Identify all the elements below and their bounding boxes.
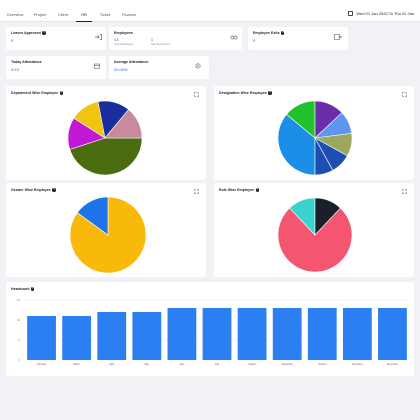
new-employees-value: 0 xyxy=(151,37,154,42)
stat-value: 0/13 xyxy=(11,67,19,72)
designation-pie-chart xyxy=(277,100,353,176)
headcount-bar-chart: 0 5 10 15 February March April May June July Augus… xyxy=(17,298,410,366)
card-title: Average Attendance xyxy=(114,60,149,64)
chart-title: Headcount? xyxy=(11,287,35,291)
pie-slice[interactable] xyxy=(76,196,109,236)
today-attendance-card: Today Attendance 0/13 xyxy=(6,56,106,79)
department-chart-card: Department Wise Employee? xyxy=(6,86,206,180)
x-tick-label: July xyxy=(215,363,220,366)
x-tick-label: August xyxy=(248,363,256,366)
chart-title: Gender Wise Employee? xyxy=(11,188,56,192)
y-tick-label: 15 xyxy=(17,298,20,302)
stat-value: 20.00% xyxy=(114,67,128,72)
x-tick-label: March xyxy=(73,363,80,366)
y-tick-label: 0 xyxy=(19,358,21,362)
card-title: Employee Exits? xyxy=(253,31,285,35)
help-icon: ? xyxy=(281,31,285,35)
tab-finance[interactable]: Finance xyxy=(121,12,137,17)
settings-icon xyxy=(195,63,201,69)
help-icon: ? xyxy=(31,287,35,291)
gender-pie-chart xyxy=(69,196,147,274)
leaves-approved-card: Leaves Approved? 0 xyxy=(6,27,106,50)
headcount-bar[interactable] xyxy=(272,308,302,360)
calendar-icon xyxy=(348,11,354,16)
total-employees-value: 13 xyxy=(114,37,119,42)
sign-out-icon xyxy=(95,34,102,40)
x-tick-label: October xyxy=(318,363,327,366)
pie-slice[interactable] xyxy=(277,113,316,176)
calendar-check-icon xyxy=(94,63,100,69)
card-title: Leaves Approved? xyxy=(11,31,46,35)
expand-icon[interactable] xyxy=(402,92,407,97)
total-employees-label: Total Employees xyxy=(114,43,134,46)
pie-slice[interactable] xyxy=(104,109,143,139)
headcount-bar[interactable] xyxy=(167,308,197,360)
tab-ticket[interactable]: Ticket xyxy=(99,12,111,17)
chart-title: Designation Wise Employee? xyxy=(219,91,272,95)
x-tick-label: February xyxy=(37,363,47,366)
expand-icon[interactable] xyxy=(402,189,407,194)
users-icon xyxy=(230,35,238,40)
role-pie-chart xyxy=(277,197,353,273)
tab-client[interactable]: Client xyxy=(57,12,69,17)
headcount-bar[interactable] xyxy=(62,316,92,360)
stat-value: 0 xyxy=(11,38,14,43)
gender-chart-card: Gender Wise Employee? xyxy=(6,183,206,277)
help-icon: ? xyxy=(59,91,64,95)
pie-slice[interactable] xyxy=(314,137,334,176)
chart-title: Department Wise Employee? xyxy=(11,91,64,95)
help-icon: ? xyxy=(52,188,56,192)
designation-chart-card: Designation Wise Employee? xyxy=(214,86,414,180)
department-pie-chart xyxy=(67,100,143,176)
help-icon: ? xyxy=(268,91,272,95)
stat-value: 0 xyxy=(253,38,256,43)
y-tick-label: 10 xyxy=(17,318,20,322)
x-tick-label: June xyxy=(179,363,185,366)
date-range-picker[interactable]: Wed 01 Jan 2020 To Thu 02 Jan xyxy=(348,11,414,16)
pie-slice[interactable] xyxy=(314,197,341,236)
x-tick-label: December xyxy=(387,363,398,366)
help-icon: ? xyxy=(42,31,46,35)
x-tick-label: September xyxy=(281,363,293,366)
headcount-bar[interactable] xyxy=(378,308,407,360)
pie-slice[interactable] xyxy=(69,137,143,176)
expand-icon[interactable] xyxy=(194,92,199,97)
x-tick-label: May xyxy=(145,363,150,366)
x-tick-label: April xyxy=(109,363,114,366)
card-title: Employees xyxy=(114,31,133,35)
employee-exits-card: Employee Exits? 0 xyxy=(248,27,348,50)
average-attendance-card: Average Attendance 20.00% xyxy=(109,56,209,79)
headcount-bar[interactable] xyxy=(342,308,372,360)
help-icon: ? xyxy=(255,188,260,192)
headcount-bar[interactable] xyxy=(237,308,267,360)
tab-overview[interactable]: Overview xyxy=(6,12,24,17)
tab-project[interactable]: Project xyxy=(33,12,47,17)
headcount-chart-card: Headcount? 0 5 10 15 February March April May Ju… xyxy=(6,282,414,376)
date-range-text: Wed 01 Jan 2020 To Thu 02 Jan xyxy=(356,11,414,16)
employees-card: Employees 13 Total Employees 0 New Emplo… xyxy=(109,27,242,50)
new-employees-label: New Employees xyxy=(151,43,170,46)
pie-slice[interactable] xyxy=(277,207,353,273)
headcount-bar[interactable] xyxy=(97,312,127,360)
expand-icon[interactable] xyxy=(194,189,199,194)
card-title: Today Attendance xyxy=(11,60,42,64)
y-tick-label: 5 xyxy=(19,338,21,342)
headcount-bar[interactable] xyxy=(132,312,162,360)
role-chart-card: Role Wise Employee? xyxy=(214,183,414,277)
headcount-bar[interactable] xyxy=(307,308,337,360)
x-tick-label: November xyxy=(352,363,363,366)
headcount-bar[interactable] xyxy=(27,316,56,360)
chart-title: Role Wise Employee? xyxy=(219,188,260,192)
headcount-bar[interactable] xyxy=(202,308,232,360)
exit-icon xyxy=(334,34,342,40)
tab-hr[interactable]: HR xyxy=(76,0,92,22)
tab-bar: Overview Project Client HR Ticket Financ… xyxy=(0,0,420,22)
